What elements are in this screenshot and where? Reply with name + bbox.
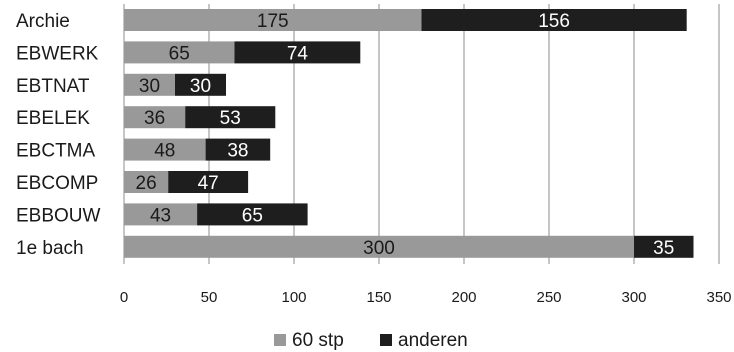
bar-ebbouw-series-0: [124, 203, 198, 226]
bar-ebwerk-series-1: [234, 41, 361, 64]
bar-ebctma-series-1: [205, 138, 271, 161]
x-tick-label-250: 250: [536, 289, 561, 306]
data-label-1e-bach-series-0: 300: [363, 238, 395, 259]
category-label-ebwerk: EBWERK: [16, 43, 99, 64]
x-tick-label-200: 200: [451, 289, 476, 306]
bar-1e-bach-series-0: [124, 235, 634, 258]
data-label-ebctma-series-0: 48: [154, 141, 175, 162]
legend: 60 stp anderen: [274, 330, 468, 351]
data-label-ebelek-series-0: 36: [144, 108, 165, 129]
bar-archie-series-0: [124, 9, 422, 31]
category-label-ebcomp: EBCOMP: [16, 173, 98, 194]
bar-ebelek-series-0: [124, 106, 186, 129]
bar-ebcomp-series-1: [168, 171, 249, 193]
category-label-ebctma: EBCTMA: [16, 141, 96, 162]
bars: 175 156 65 74 30 30 36 53 48 38 26 47 43 65 300 35: [124, 9, 694, 259]
x-tick-label-150: 150: [366, 289, 391, 306]
data-label-ebcomp-series-0: 26: [136, 173, 157, 194]
category-label-ebbouw: EBBOUW: [16, 205, 101, 226]
data-label-ebtnat-series-0: 30: [139, 76, 160, 97]
bar-ebtnat-series-1: [175, 73, 226, 96]
bar-ebctma-series-0: [124, 138, 206, 161]
x-tick-label-350: 350: [706, 289, 731, 306]
data-label-ebtnat-series-1: 30: [190, 76, 211, 97]
category-label-1e-bach: 1e bach: [16, 238, 84, 259]
data-label-archie-series-0: 175: [257, 11, 289, 32]
bar-ebcomp-series-0: [124, 171, 169, 193]
data-label-ebbouw-series-0: 43: [150, 205, 171, 226]
data-label-archie-series-1: 156: [538, 11, 570, 32]
x-tick-labels: 0 50 100 150 200 250 300 350: [120, 289, 732, 306]
data-label-ebelek-series-1: 53: [220, 108, 241, 129]
bar-ebelek-series-1: [185, 106, 276, 129]
bar-1e-bach-series-1: [634, 235, 694, 258]
bar-ebtnat-series-0: [124, 73, 175, 96]
category-label-archie: Archie: [16, 11, 70, 32]
data-label-ebcomp-series-1: 47: [198, 173, 219, 194]
data-label-ebctma-series-1: 38: [227, 141, 248, 162]
x-tick-label-100: 100: [281, 289, 306, 306]
bar-archie-series-1: [421, 9, 687, 31]
data-label-ebbouw-series-1: 65: [242, 205, 263, 226]
category-labels: Archie EBWERK EBTNAT EBELEK EBCTMA EBCOMP EBBO…: [16, 11, 101, 259]
legend-label-series-0: 60 stp: [292, 330, 344, 351]
data-label-1e-bach-series-1: 35: [653, 238, 674, 259]
category-label-ebtnat: EBTNAT: [16, 76, 90, 97]
x-tick-label-300: 300: [621, 289, 646, 306]
data-label-ebwerk-series-1: 74: [287, 43, 309, 64]
x-tick-label-0: 0: [120, 289, 128, 306]
legend-swatch-series-0: [274, 334, 286, 346]
legend-swatch-series-1: [380, 334, 392, 346]
data-label-ebwerk-series-0: 65: [169, 43, 190, 64]
x-tick-label-50: 50: [201, 289, 218, 306]
bar-ebwerk-series-0: [124, 41, 235, 64]
category-label-ebelek: EBELEK: [16, 108, 90, 129]
bar-ebbouw-series-1: [197, 203, 308, 226]
legend-label-series-1: anderen: [398, 330, 468, 351]
